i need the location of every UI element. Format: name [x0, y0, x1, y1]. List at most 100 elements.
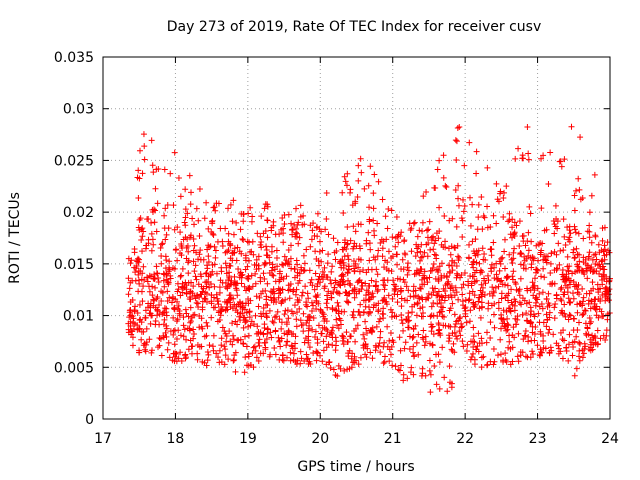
data-point	[451, 329, 458, 336]
data-point	[576, 251, 583, 258]
data-point	[195, 256, 202, 263]
data-point	[351, 240, 358, 247]
data-point	[204, 323, 211, 330]
data-point	[584, 275, 591, 282]
data-point	[158, 352, 165, 359]
data-point	[572, 229, 579, 236]
data-point	[387, 306, 394, 313]
data-point	[275, 334, 282, 341]
data-point	[541, 253, 548, 260]
data-point	[237, 317, 244, 324]
data-point	[423, 188, 430, 195]
data-point	[355, 278, 362, 285]
data-point	[553, 215, 560, 222]
data-point	[569, 270, 576, 277]
data-point	[398, 303, 405, 310]
data-point	[601, 252, 608, 259]
data-point	[363, 292, 370, 299]
data-point	[362, 297, 369, 304]
data-point	[154, 270, 161, 277]
data-point	[467, 222, 474, 229]
data-point	[174, 257, 181, 264]
data-point	[497, 351, 504, 358]
data-point	[276, 276, 283, 283]
data-point	[494, 352, 501, 359]
data-point	[214, 295, 221, 302]
data-point	[199, 304, 206, 311]
data-point	[497, 188, 504, 195]
data-point	[510, 268, 517, 275]
data-point	[445, 338, 452, 345]
data-point	[452, 137, 459, 144]
data-point	[134, 174, 141, 181]
data-point	[155, 166, 162, 173]
data-point	[264, 325, 271, 332]
data-point	[404, 324, 411, 331]
data-point	[140, 131, 147, 138]
data-point	[210, 231, 217, 238]
data-point	[586, 249, 593, 256]
data-point	[513, 321, 520, 328]
data-point	[215, 200, 222, 207]
data-point	[164, 288, 171, 295]
data-point	[488, 252, 495, 259]
data-point	[289, 231, 296, 238]
data-point	[496, 258, 503, 265]
data-point	[234, 292, 241, 299]
data-point	[260, 305, 267, 312]
data-point	[503, 327, 510, 334]
data-point	[484, 272, 491, 279]
data-point	[505, 322, 512, 329]
data-point	[539, 305, 546, 312]
data-point	[294, 296, 301, 303]
data-point	[509, 224, 516, 231]
data-point	[449, 215, 456, 222]
x-tick-label: 18	[167, 431, 185, 447]
data-point	[255, 329, 262, 336]
data-point	[137, 215, 144, 222]
data-point	[552, 223, 559, 230]
data-point	[512, 298, 519, 305]
data-point	[452, 284, 459, 291]
data-point	[571, 255, 578, 262]
data-point	[185, 313, 192, 320]
data-point	[195, 217, 202, 224]
data-point	[238, 250, 245, 257]
data-point	[505, 297, 512, 304]
data-point	[250, 321, 257, 328]
data-point	[185, 346, 192, 353]
data-point	[205, 259, 212, 266]
data-point	[334, 372, 341, 379]
data-point	[232, 318, 239, 325]
data-point	[552, 202, 559, 209]
data-point	[553, 251, 560, 258]
data-point	[210, 304, 217, 311]
data-point	[406, 346, 413, 353]
data-point	[324, 292, 331, 299]
data-point	[377, 239, 384, 246]
data-point	[398, 287, 405, 294]
data-point	[249, 283, 256, 290]
data-point	[240, 341, 247, 348]
data-point	[177, 332, 184, 339]
data-point	[435, 235, 442, 242]
data-point	[343, 289, 350, 296]
data-point	[279, 297, 286, 304]
data-point	[181, 284, 188, 291]
data-point	[435, 267, 442, 274]
data-point	[187, 296, 194, 303]
data-point	[586, 209, 593, 216]
data-point	[500, 214, 507, 221]
data-point	[147, 300, 154, 307]
data-point	[224, 285, 231, 292]
data-point	[524, 285, 531, 292]
data-point	[543, 295, 550, 302]
data-point	[435, 288, 442, 295]
data-point	[560, 216, 567, 223]
data-point	[391, 285, 398, 292]
data-point	[276, 290, 283, 297]
data-point	[294, 309, 301, 316]
data-point	[471, 303, 478, 310]
data-point	[286, 295, 293, 302]
data-point	[174, 224, 181, 231]
